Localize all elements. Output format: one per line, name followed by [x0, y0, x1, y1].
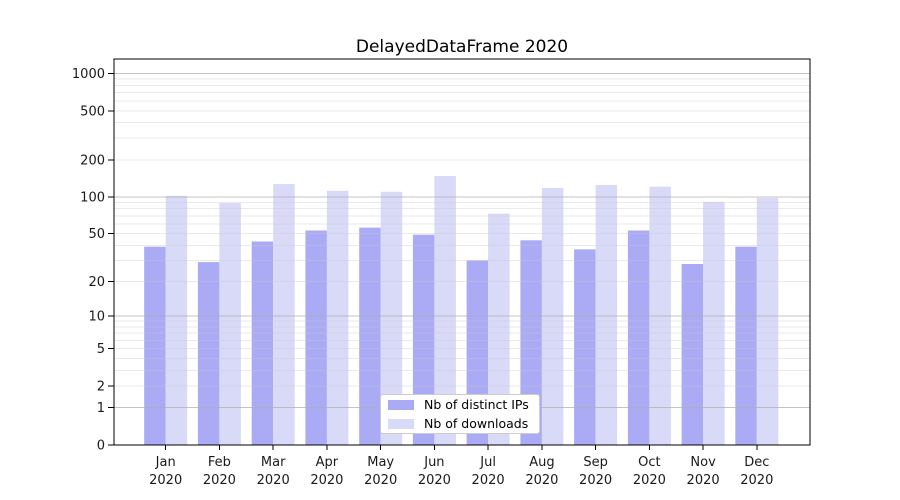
x-tick-label-year-may-2020: 2020 [364, 473, 397, 488]
legend-label-distinct-ips: Nb of distinct IPs [424, 397, 529, 412]
x-tick-label-month-mar-2020: Mar [261, 455, 286, 470]
x-tick-label-year-jun-2020: 2020 [418, 473, 451, 488]
x-tick-label-year-jul-2020: 2020 [472, 473, 505, 488]
x-tick-label-month-may-2020: May [367, 455, 394, 470]
bar-nb-of-downloads-feb-2020 [219, 203, 241, 445]
y-tick-label-10: 10 [88, 310, 105, 325]
bar-nb-of-distinct-ips-jan-2020 [144, 246, 166, 445]
y-tick-label-200: 200 [80, 153, 105, 168]
y-tick-label-5: 5 [97, 342, 105, 357]
bar-nb-of-distinct-ips-sep-2020 [574, 249, 596, 445]
bar-nb-of-downloads-dec-2020 [756, 197, 779, 445]
x-tick-label-year-sep-2020: 2020 [579, 473, 612, 488]
y-tick-label-2: 2 [97, 379, 105, 394]
bar-nb-of-downloads-jun-2020 [434, 176, 456, 445]
bar-nb-of-distinct-ips-aug-2020 [520, 240, 542, 445]
x-tick-label-year-aug-2020: 2020 [525, 473, 558, 488]
x-tick-label-month-feb-2020: Feb [208, 455, 231, 470]
x-tick-label-year-jan-2020: 2020 [149, 473, 182, 488]
x-tick-label-month-sep-2020: Sep [583, 455, 608, 470]
x-tick-label-month-aug-2020: Aug [529, 455, 554, 470]
y-tick-label-50: 50 [88, 227, 105, 242]
legend-swatch-distinct-ips-icon [388, 399, 414, 410]
x-tick-label-month-jan-2020: Jan [155, 455, 176, 470]
x-tick-label-month-jun-2020: Jun [423, 455, 444, 470]
x-tick-label-month-dec-2020: Dec [744, 455, 769, 470]
x-tick-label-month-jul-2020: Jul [479, 455, 496, 470]
x-tick-label-year-nov-2020: 2020 [687, 473, 720, 488]
x-tick-label-month-apr-2020: Apr [316, 455, 339, 470]
bar-nb-of-downloads-jul-2020 [488, 213, 510, 445]
bar-nb-of-distinct-ips-feb-2020 [197, 262, 220, 445]
y-tick-label-20: 20 [88, 275, 105, 290]
legend-swatch-downloads-icon [388, 418, 414, 429]
x-tick-label-month-nov-2020: Nov [690, 455, 716, 470]
bar-nb-of-distinct-ips-apr-2020 [305, 230, 327, 445]
legend-label-downloads: Nb of downloads [424, 416, 529, 431]
bar-nb-of-downloads-sep-2020 [595, 185, 618, 445]
bar-nb-of-downloads-mar-2020 [273, 184, 295, 445]
bar-nb-of-distinct-ips-may-2020 [359, 227, 381, 445]
bar-nb-of-downloads-may-2020 [380, 191, 403, 445]
bar-nb-of-distinct-ips-jun-2020 [412, 234, 435, 445]
x-tick-label-year-mar-2020: 2020 [257, 473, 290, 488]
bar-nb-of-distinct-ips-mar-2020 [251, 241, 274, 445]
bar-nb-of-distinct-ips-oct-2020 [627, 230, 650, 445]
x-tick-label-month-oct-2020: Oct [638, 455, 660, 470]
y-tick-label-500: 500 [80, 104, 105, 119]
plot-border [113, 58, 811, 446]
x-tick-label-year-feb-2020: 2020 [203, 473, 236, 488]
bar-nb-of-downloads-jan-2020 [165, 195, 188, 445]
bar-nb-of-distinct-ips-dec-2020 [735, 246, 757, 445]
x-tick-label-year-dec-2020: 2020 [740, 473, 773, 488]
y-tick-label-1000: 1000 [72, 67, 105, 82]
x-tick-label-year-oct-2020: 2020 [633, 473, 666, 488]
x-tick-label-year-apr-2020: 2020 [310, 473, 343, 488]
bar-nb-of-distinct-ips-nov-2020 [681, 264, 704, 445]
chart-title: DelayedDataFrame 2020 [355, 37, 569, 57]
bar-nb-of-downloads-nov-2020 [703, 201, 725, 445]
legend-item-distinct-ips: Nb of distinct IPs [381, 397, 539, 413]
y-tick-label-1: 1 [97, 401, 105, 416]
y-tick-label-0: 0 [97, 439, 105, 454]
legend-item-downloads: Nb of downloads [381, 416, 539, 432]
bar-nb-of-downloads-apr-2020 [326, 190, 349, 445]
y-tick-label-100: 100 [80, 190, 105, 205]
legend: Nb of distinct IPs Nb of downloads [380, 394, 540, 434]
